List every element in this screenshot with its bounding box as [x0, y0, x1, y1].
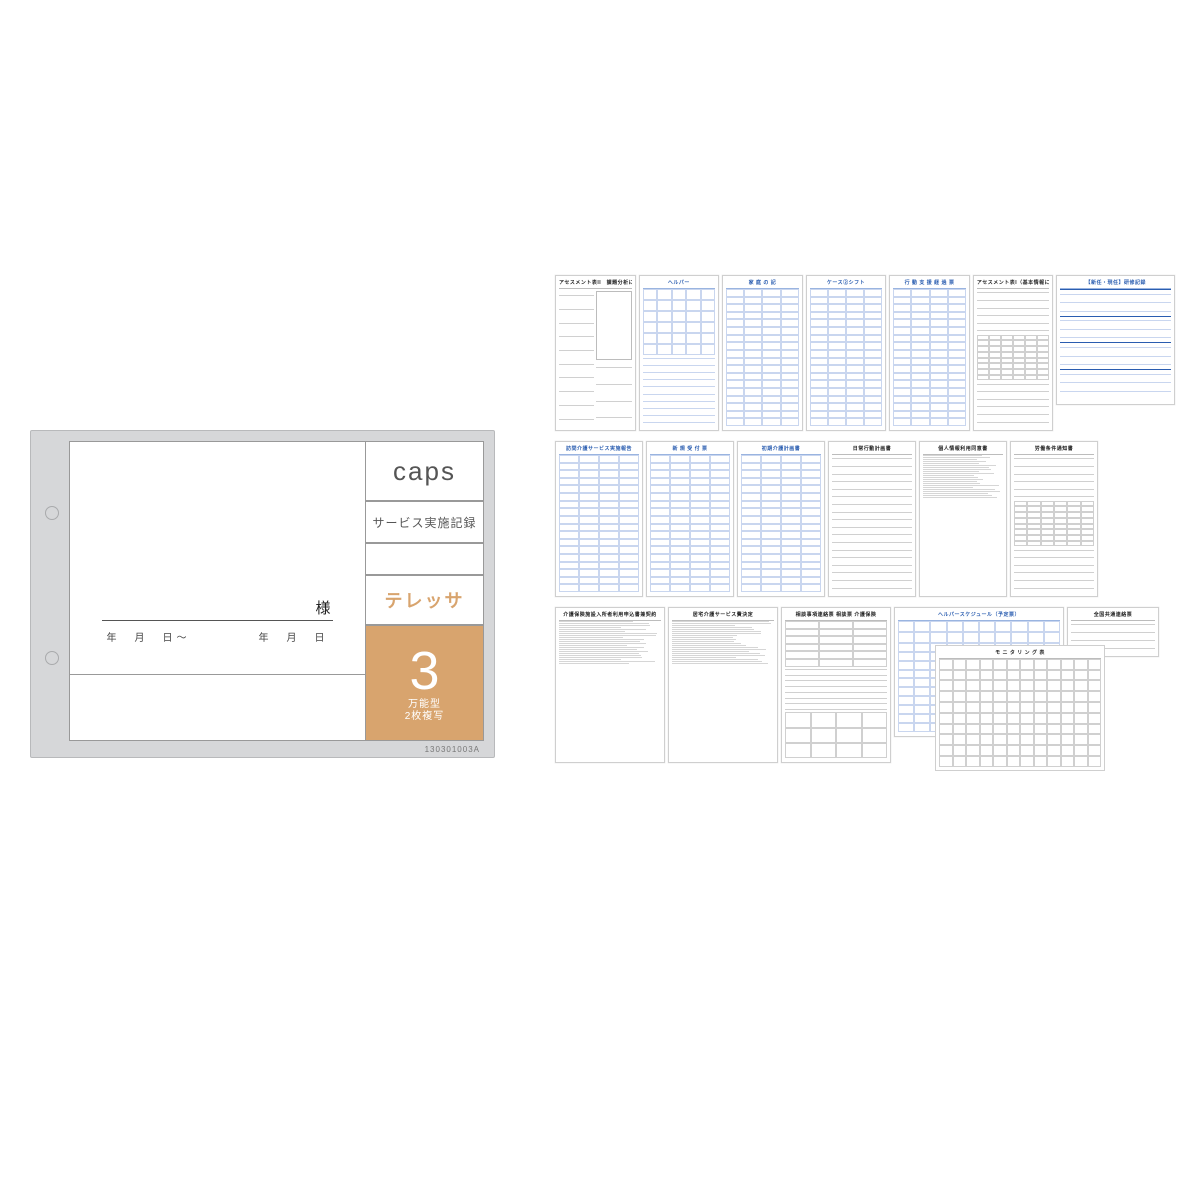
- form-title: アセスメント表I（基本情報に関）: [977, 279, 1050, 286]
- form-thumbnail: 家 庭 の 記: [722, 275, 803, 431]
- form-title: ケース②シフト: [810, 279, 883, 286]
- product-code: 130301003A: [425, 745, 480, 754]
- form-title: ヘルパー: [643, 279, 716, 286]
- date-from: 年 月 日〜: [106, 629, 190, 644]
- series-name: テレッサ: [366, 575, 484, 625]
- form-title: 行 動 支 援 経 過 票: [893, 279, 966, 286]
- form-thumbnail: 訪問介護サービス実施報告: [555, 441, 643, 597]
- form-title: 相談事項連絡票 相談票 介護保険: [785, 611, 887, 618]
- form-title: 家 庭 の 記: [726, 279, 799, 286]
- form-title: 個人情報利用同意書: [923, 445, 1003, 452]
- date-line: 年 月 日〜 年 月 日: [102, 629, 332, 644]
- form-title: ヘルパースケジュール（予定票）: [898, 611, 1060, 618]
- name-line: 様: [102, 593, 332, 621]
- cover-sheet: 様 年 月 日〜 年 月 日 caps サービス実施記録 テレッサ 3: [69, 441, 484, 741]
- form-title: 全国共通連絡票: [1071, 611, 1155, 618]
- form-thumbnail: ケース②シフト: [806, 275, 887, 431]
- form-thumbnail: 日常行動計画書: [828, 441, 916, 597]
- form-thumbnail: 初期介護計画書: [737, 441, 825, 597]
- notebook-cover: 様 年 月 日〜 年 月 日 caps サービス実施記録 テレッサ 3: [30, 430, 495, 758]
- form-title: 【新任・現任】研修記録: [1060, 279, 1171, 286]
- form-thumbnail: 【新任・現任】研修記録: [1056, 275, 1175, 405]
- gallery-row-2: 訪問介護サービス実施報告 新 規 受 付 票 初期介護計画書 日常行動計画書 個人情報利…: [555, 441, 1175, 597]
- volume-sub1: 万能型: [408, 700, 441, 710]
- volume-number-box: 3 万能型 2枚複写: [366, 625, 484, 741]
- form-title: モ ニ タ リ ン グ 表: [939, 649, 1101, 656]
- form-thumbnail-overlay: モ ニ タ リ ン グ 表: [935, 645, 1105, 771]
- name-suffix: 様: [316, 597, 333, 618]
- volume-number: 3: [409, 644, 439, 698]
- binding-holes: [39, 441, 69, 747]
- form-title: アセスメント表II 課題分析に関す: [559, 279, 632, 286]
- form-gallery: アセスメント表II 課題分析に関す ヘルパー 家 庭 の 記 ケース②シフト 行 動 支…: [555, 275, 1175, 773]
- form-title: 初期介護計画書: [741, 445, 821, 452]
- form-thumbnail: 介護保険施設入所者利用申込書兼契約: [555, 607, 665, 763]
- form-title: 訪問介護サービス実施報告: [559, 445, 639, 452]
- gallery-row-3: 介護保険施設入所者利用申込書兼契約 居宅介護サービス費決定 相談事項連絡票 相談票 …: [555, 607, 1175, 763]
- form-thumbnail: 新 規 受 付 票: [646, 441, 734, 597]
- form-thumbnail: 居宅介護サービス費決定: [668, 607, 778, 763]
- cover-side: caps サービス実施記録 テレッサ 3 万能型 2枚複写: [366, 441, 484, 741]
- form-title: 居宅介護サービス費決定: [672, 611, 774, 618]
- cover-main: 様 年 月 日〜 年 月 日: [69, 441, 366, 741]
- form-title: 日常行動計画書: [832, 445, 912, 452]
- volume-sub2: 2枚複写: [405, 712, 445, 722]
- form-thumbnail: 相談事項連絡票 相談票 介護保険: [781, 607, 891, 763]
- form-title: 労働条件通知書: [1014, 445, 1094, 452]
- form-title: 新 規 受 付 票: [650, 445, 730, 452]
- cover-name-area: 様 年 月 日〜 年 月 日: [70, 442, 365, 674]
- side-blank: [366, 543, 484, 575]
- bind-hole: [45, 651, 59, 665]
- form-thumbnail: 個人情報利用同意書: [919, 441, 1007, 597]
- cover-foot: [70, 674, 365, 740]
- bind-hole: [45, 506, 59, 520]
- form-thumbnail: 行 動 支 援 経 過 票: [889, 275, 970, 431]
- record-title: サービス実施記録: [366, 501, 484, 543]
- gallery-row-1: アセスメント表II 課題分析に関す ヘルパー 家 庭 の 記 ケース②シフト 行 動 支…: [555, 275, 1175, 431]
- date-to: 年 月 日: [259, 629, 329, 644]
- form-thumbnail: ヘルパー: [639, 275, 720, 431]
- form-thumbnail: アセスメント表I（基本情報に関）: [973, 275, 1054, 431]
- brand-logo: caps: [366, 441, 484, 501]
- form-thumbnail: アセスメント表II 課題分析に関す: [555, 275, 636, 431]
- form-title: 介護保険施設入所者利用申込書兼契約: [559, 611, 661, 618]
- form-thumbnail: 労働条件通知書: [1010, 441, 1098, 597]
